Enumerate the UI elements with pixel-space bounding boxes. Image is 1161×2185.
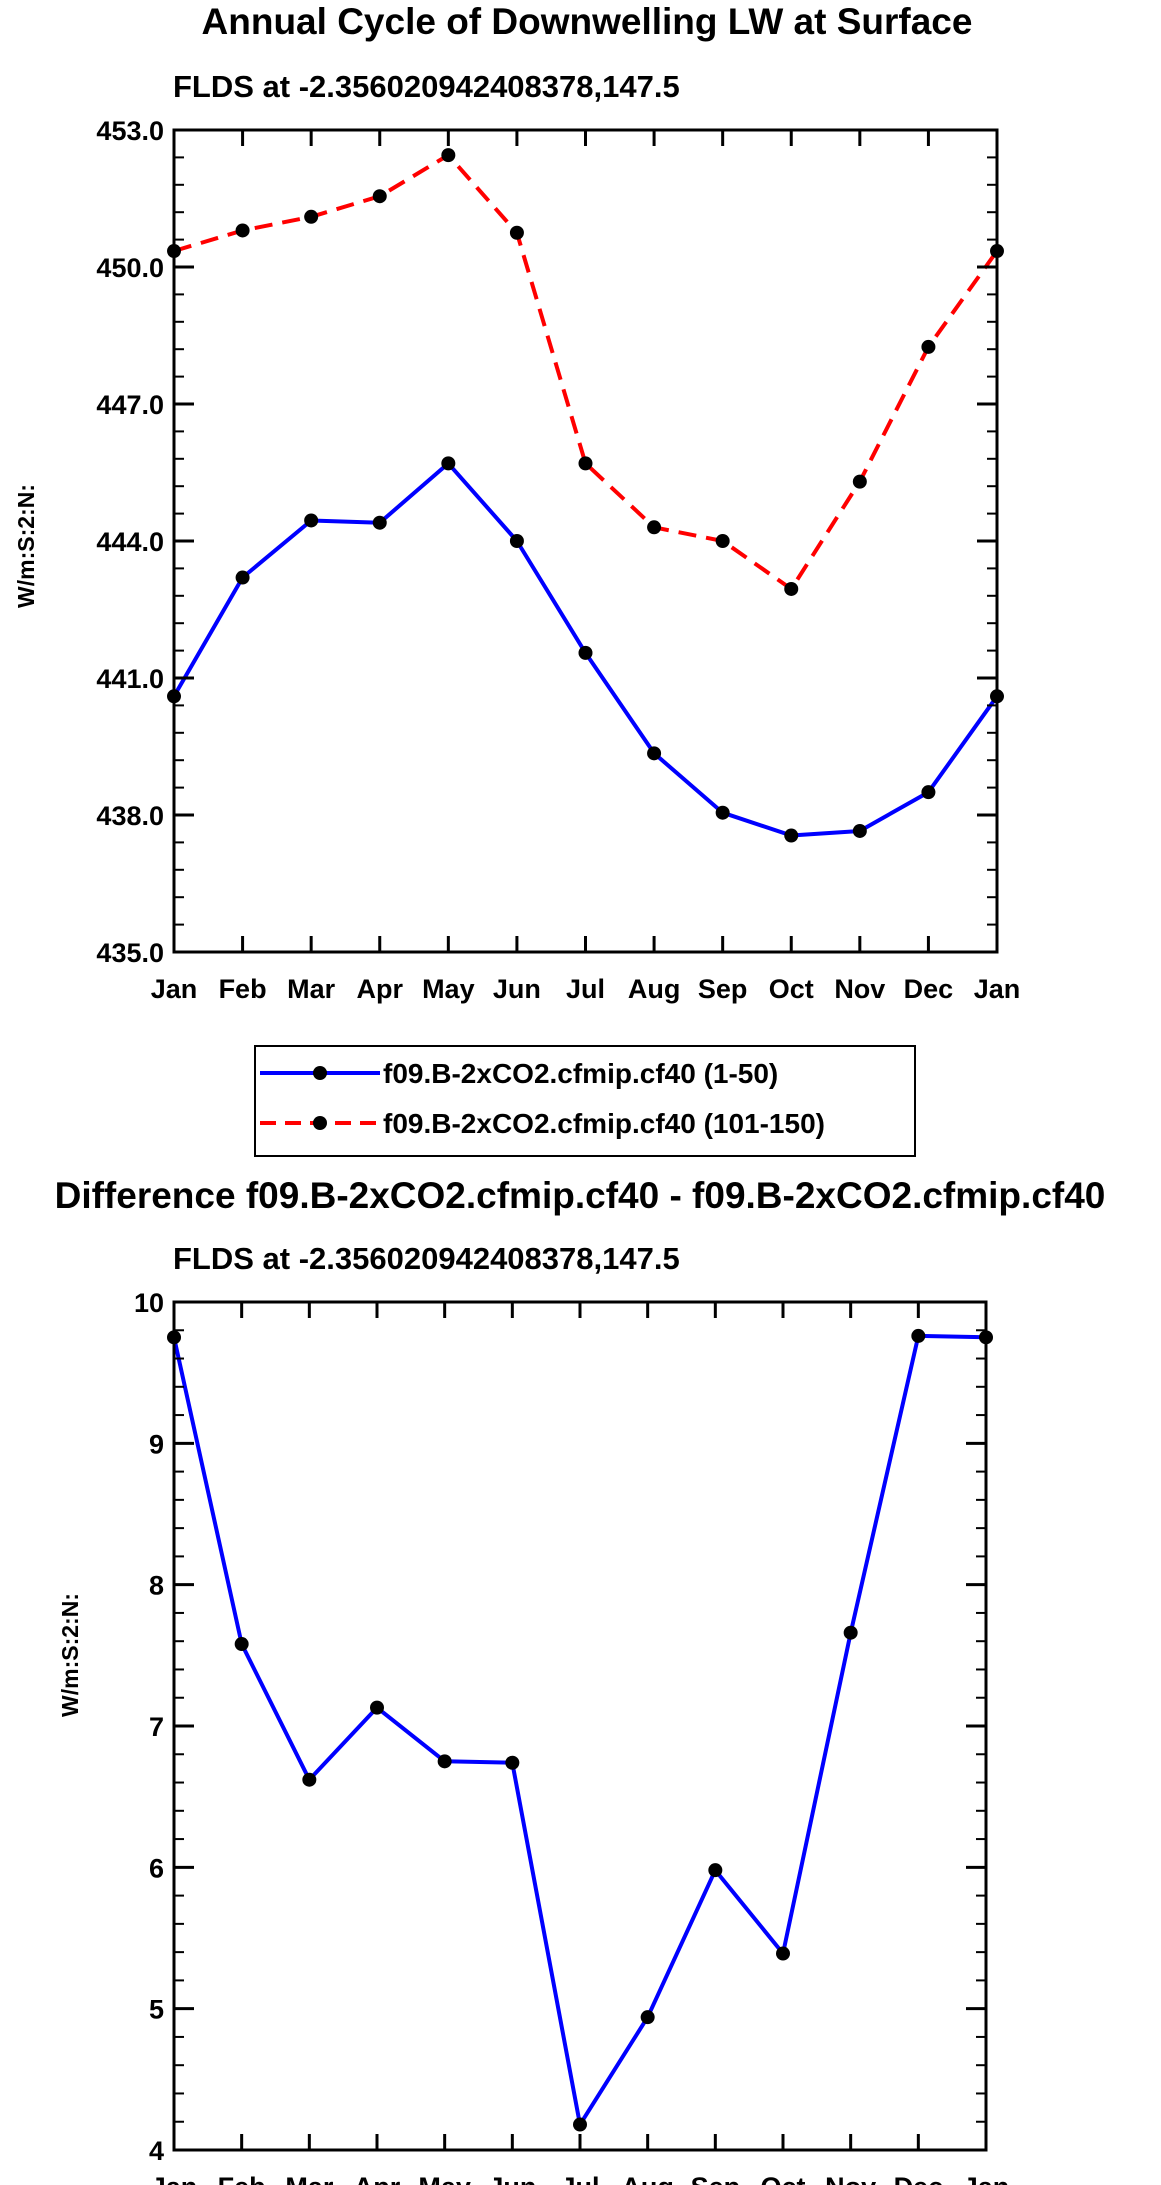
x-tick-label: Jan (974, 974, 1021, 1004)
x-tick-label: May (418, 2172, 471, 2185)
x-tick-label: Mar (287, 974, 336, 1004)
data-point (235, 223, 250, 238)
x-tick-label: May (422, 974, 475, 1004)
data-point (852, 474, 867, 489)
x-tick-label: Jan (963, 2172, 1010, 2185)
x-tick-label: Jun (493, 974, 541, 1004)
data-point (715, 534, 730, 548)
y-tick-label: 447.0 (96, 390, 164, 420)
x-tick-label: Feb (219, 974, 267, 1004)
data-point (235, 570, 250, 585)
data-point (441, 148, 456, 163)
y-tick-label: 438.0 (96, 801, 164, 831)
y-tick-label: 10 (134, 1288, 164, 1318)
data-point (509, 225, 524, 240)
y-tick-label: 7 (149, 1712, 164, 1742)
x-tick-label: Dec (904, 974, 954, 1004)
data-point (304, 513, 319, 528)
data-point (304, 209, 319, 224)
axes: Jan Feb Mar Apr May Jun Jul Aug Sep Oct Nov Dec Jan 4… (134, 1288, 1009, 2185)
legend-marker-1-50 (313, 1066, 327, 1080)
y-tick-label: 450.0 (96, 253, 164, 283)
data-point (372, 515, 387, 530)
x-tick-label: Nov (834, 974, 885, 1004)
y-tick-label: 435.0 (96, 938, 164, 968)
x-tick-label: Sep (691, 2172, 741, 2185)
x-tick-label: Mar (285, 2172, 334, 2185)
legend-label-101-150: f09.B-2xCO2.cfmip.cf40 (101-150) (383, 1108, 825, 1139)
y-tick-label: 5 (149, 1995, 164, 2025)
y-tick-label: 8 (149, 1571, 164, 1601)
data-point (647, 746, 662, 761)
plot-area (167, 1328, 993, 2132)
y-tick-label: 444.0 (96, 527, 164, 557)
data-point (234, 1637, 249, 1652)
data-point (921, 785, 936, 800)
x-tick-label: Aug (628, 974, 680, 1004)
data-point (708, 1863, 723, 1878)
legend: f09.B-2xCO2.cfmip.cf40 (1-50) f09.B-2xCO… (254, 1045, 916, 1157)
data-point (784, 828, 799, 843)
plot-frame (172, 128, 999, 954)
panel-annual-cycle: Annual Cycle of Downwelling LW at Surfac… (13, 1, 1020, 1157)
plot-area (167, 148, 1004, 843)
plot-frame (172, 1300, 988, 2152)
x-tick-label: Jul (566, 974, 605, 1004)
chart-title: Annual Cycle of Downwelling LW at Surfac… (202, 1, 973, 42)
y-axis-label: W/m:S:2:N: (57, 1593, 83, 1717)
chart-subtitle: FLDS at -2.356020942408378,147.5 (173, 69, 680, 104)
x-tick-label: Apr (357, 974, 404, 1004)
x-tick-label: Feb (218, 2172, 266, 2185)
x-tick-label: Jan (151, 2172, 198, 2185)
y-tick-label: 6 (149, 1853, 164, 1883)
data-point (505, 1755, 520, 1770)
data-point (715, 805, 730, 820)
x-tick-label: Oct (760, 2172, 805, 2185)
data-point (852, 823, 867, 838)
x-tick-label: Jul (560, 2172, 599, 2185)
data-point (370, 1700, 384, 1715)
x-tick-label: Nov (825, 2172, 876, 2185)
x-tick-label: Jun (488, 2172, 536, 2185)
data-point (372, 189, 387, 204)
y-tick-label: 441.0 (96, 664, 164, 694)
y-axis-label: W/m:S:2:N: (13, 484, 39, 608)
data-point (911, 1328, 926, 1343)
y-tick-label: 9 (149, 1429, 164, 1459)
data-point (784, 581, 799, 596)
data-point (302, 1772, 317, 1787)
data-point (578, 645, 593, 660)
x-tick-label: Jan (151, 974, 198, 1004)
data-point (647, 520, 662, 535)
chart-title: Difference f09.B-2xCO2.cfmip.cf40 - f09.… (55, 1175, 1106, 1216)
legend-box (254, 1045, 916, 1157)
data-point (578, 456, 593, 471)
data-point (441, 456, 456, 471)
x-tick-label: Oct (769, 974, 814, 1004)
legend-marker-101-150 (313, 1116, 327, 1130)
data-point (509, 534, 524, 548)
chart-subtitle: FLDS at -2.356020942408378,147.5 (173, 1241, 680, 1276)
legend-label-1-50: f09.B-2xCO2.cfmip.cf40 (1-50) (383, 1058, 778, 1089)
data-point (921, 339, 936, 354)
series-line (172, 1333, 987, 2127)
x-tick-label: Sep (698, 974, 748, 1004)
x-tick-label: Aug (621, 2172, 673, 2185)
data-point (843, 1625, 858, 1640)
data-point (437, 1754, 452, 1769)
data-point (573, 2117, 587, 2132)
series-line (173, 153, 999, 591)
x-tick-label: Apr (354, 2172, 401, 2185)
data-point (640, 2010, 655, 2025)
x-tick-label: Dec (894, 2172, 944, 2185)
panel-difference: Difference f09.B-2xCO2.cfmip.cf40 - f09.… (55, 1175, 1106, 2185)
axes: Jan Feb Mar Apr May Jun Jul Aug Sep Oct Nov Dec Jan 4… (96, 116, 1020, 1004)
data-point (776, 1946, 790, 1961)
y-tick-label: 4 (149, 2136, 164, 2166)
y-tick-label: 453.0 (96, 116, 164, 146)
